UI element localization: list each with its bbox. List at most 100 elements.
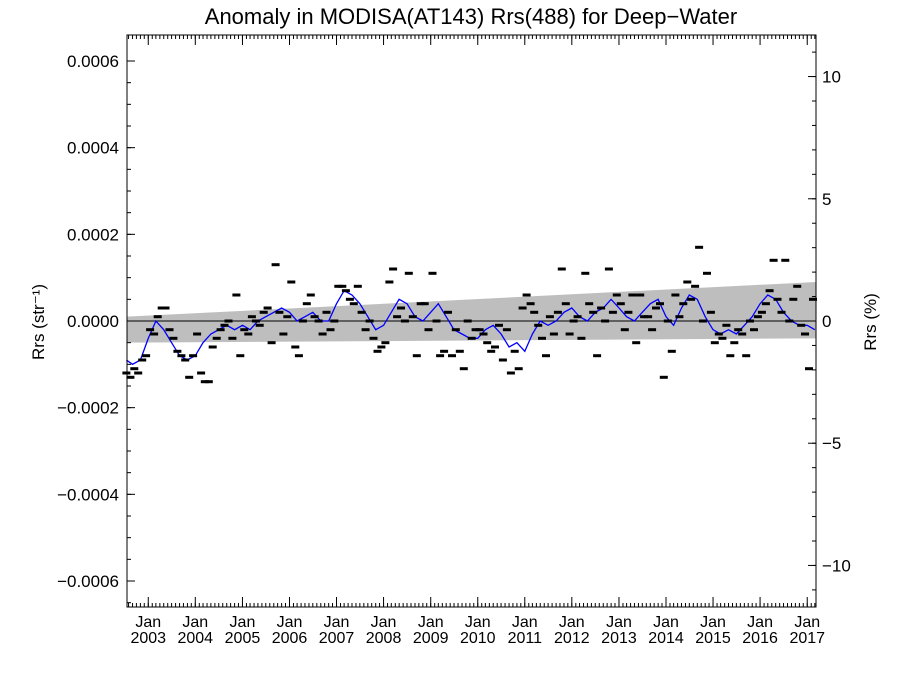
y-axis-label-left: Rrs (str⁻¹) [29,284,48,360]
trend-band [127,282,816,343]
data-point [345,297,354,301]
data-point [616,302,625,306]
data-point [271,263,280,267]
data-point [377,345,386,349]
data-point [710,341,719,345]
data-point [279,332,288,336]
x-tick-month: Jan [747,614,773,631]
right-tick-label: −10 [822,556,851,575]
data-point [589,310,598,314]
data-point [553,310,562,314]
data-point [451,328,460,332]
data-point [306,293,315,297]
data-point [722,323,731,327]
data-point [663,319,672,323]
x-tick-month: Jan [182,614,208,631]
right-tick-label: 5 [822,190,831,209]
data-point [212,336,221,340]
data-point [753,315,762,319]
data-point [691,284,700,288]
right-tick-label: 10 [822,68,841,87]
x-tick-month: Jan [324,614,350,631]
data-point [318,332,327,336]
data-point [549,332,558,336]
x-tick-year: 2007 [319,630,355,647]
data-point [283,315,292,319]
data-point [314,319,323,323]
data-point [648,328,657,332]
x-tick-year: 2016 [742,630,778,647]
data-point [247,315,256,319]
data-point [738,332,747,336]
data-point [444,310,452,314]
data-point [287,280,296,284]
data-point [263,306,272,310]
data-point [761,302,770,306]
x-tick-year: 2004 [177,630,213,647]
data-point [436,354,445,358]
data-point [432,319,441,323]
data-point [679,302,688,306]
data-point [675,315,684,319]
data-point [487,349,496,353]
data-point [357,310,366,314]
data-point [369,336,378,340]
data-point [475,328,484,332]
data-point [683,280,692,284]
data-point [138,358,147,362]
data-point [781,258,790,262]
data-point [514,367,523,371]
data-point [240,328,249,332]
data-point [632,341,641,345]
data-point [381,341,390,345]
data-point [656,302,664,306]
data-point [153,315,162,319]
left-tick-label: 0.0000 [67,312,119,331]
data-point [542,354,550,358]
x-tick-year: 2003 [130,630,166,647]
data-point [126,375,135,379]
data-point [726,354,735,358]
y-axis-label-right: Rrs (%) [861,293,880,351]
data-point [228,336,237,340]
data-point [122,371,131,375]
chart-title: Anomaly in MODISA(AT143) Rrs(488) for De… [205,4,737,29]
data-point [498,358,507,362]
data-point [491,345,499,349]
data-point [224,319,233,323]
left-tick-label: −0.0004 [57,485,119,504]
data-point [769,258,778,262]
data-point [483,341,492,345]
data-point [479,332,488,336]
trend-band-area [127,282,816,343]
data-point [573,315,582,319]
monthly-points-series [122,245,817,384]
x-tick-year: 2009 [413,630,449,647]
data-point [142,354,151,358]
data-point [601,319,610,323]
data-point [577,336,586,340]
left-axis-ticks: 0.0006 0.0004 0.0002 0.0000 −0.0002 −0.0004 −0… [57,52,135,604]
data-point [773,297,782,301]
data-point [538,336,546,340]
data-point [197,371,206,375]
data-point [714,332,723,336]
data-point [412,354,421,358]
data-point [612,293,621,297]
data-point [397,306,405,310]
data-point [730,341,739,345]
data-point [557,267,566,271]
x-axis-ticks: Jan2003Jan2004Jan2005Jan2006Jan2007Jan20… [128,35,825,647]
right-axis-ticks: 10 5 0 −5 −10 [808,51,851,591]
data-point [565,332,574,336]
data-point [455,349,464,353]
data-point [695,245,704,249]
data-point [789,297,798,301]
data-point [495,323,503,327]
data-point [506,371,515,375]
data-point [628,293,637,297]
data-point [189,354,198,358]
x-tick-month: Jan [277,614,303,631]
data-point [330,319,339,323]
